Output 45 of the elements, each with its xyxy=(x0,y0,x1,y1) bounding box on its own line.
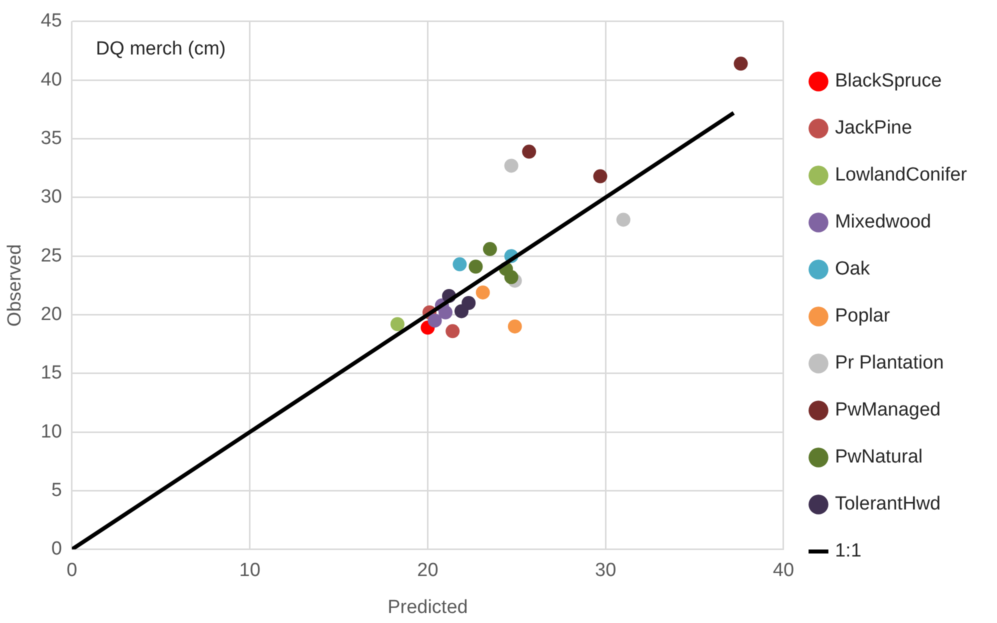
y-tick-label: 20 xyxy=(40,304,62,325)
legend-label: Pr Plantation xyxy=(834,352,944,374)
legend-label: Mixedwood xyxy=(834,212,932,233)
point xyxy=(438,305,452,320)
x-tick-label: 0 xyxy=(66,560,78,582)
x-tick-label: 40 xyxy=(772,560,794,582)
point xyxy=(482,242,497,256)
point xyxy=(452,257,467,272)
point xyxy=(476,285,490,300)
x-axis-title: Predicted xyxy=(388,596,468,618)
x-tick-label: 30 xyxy=(595,560,616,582)
point xyxy=(734,56,748,71)
y-tick-label: 10 xyxy=(40,421,62,442)
point xyxy=(504,158,518,173)
legend-label: 1:1 xyxy=(834,540,862,562)
point xyxy=(390,317,404,332)
legend-label: JackPine xyxy=(834,118,912,139)
x-tick-label: 20 xyxy=(417,560,438,582)
y-axis-title: Observed xyxy=(4,244,26,327)
y-tick-label: 15 xyxy=(40,362,62,384)
y-tick-label: 45 xyxy=(40,10,62,32)
point xyxy=(446,324,460,338)
legend-label: Poplar xyxy=(834,306,891,327)
annotation: DQ merch (cm) xyxy=(96,38,226,60)
x-tick-label: 10 xyxy=(239,560,260,582)
legend-label: TolerantHwd xyxy=(834,494,941,515)
point xyxy=(428,314,442,328)
point xyxy=(468,260,483,274)
legend-label: PwManaged xyxy=(834,400,941,421)
point xyxy=(508,319,522,334)
point xyxy=(522,144,536,159)
y-tick-label: 0 xyxy=(51,538,62,560)
y-tick-label: 25 xyxy=(40,245,62,266)
legend-label: PwNatural xyxy=(834,446,923,468)
y-tick-label: 30 xyxy=(40,186,62,208)
y-tick-label: 35 xyxy=(40,128,62,149)
point xyxy=(593,169,608,184)
legend-label: LowlandConifer xyxy=(834,164,968,186)
legend-label: BlackSpruce xyxy=(834,70,942,92)
point xyxy=(454,304,468,318)
y-tick-label: 40 xyxy=(40,69,62,90)
y-tick-label: 5 xyxy=(51,480,62,501)
legend-label: Oak xyxy=(834,258,870,280)
point xyxy=(504,270,518,284)
point xyxy=(616,212,630,227)
